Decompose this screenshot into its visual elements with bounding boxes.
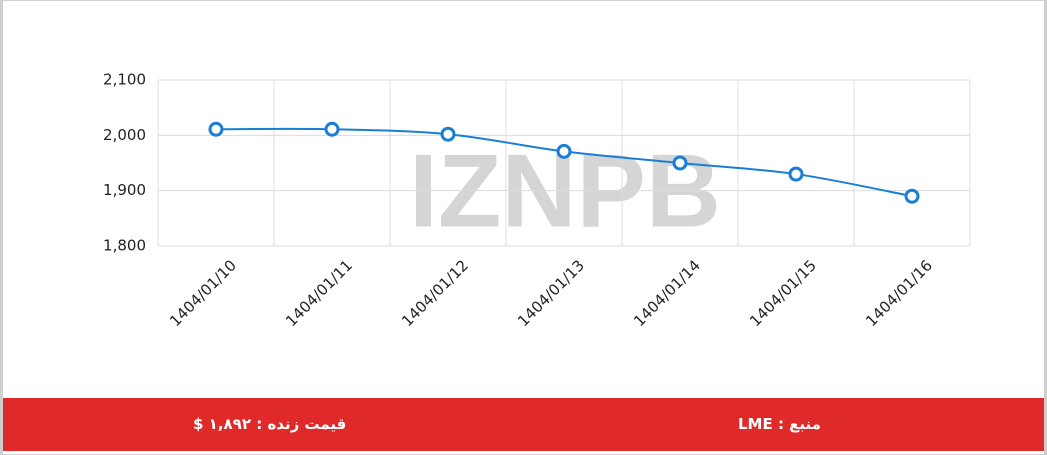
x-tick-label: 1404/01/16 <box>862 256 936 330</box>
source: منبع : LME <box>738 415 821 433</box>
x-tick-label: 1404/01/13 <box>514 256 588 330</box>
y-tick-label: 1,800 <box>103 237 146 255</box>
point <box>904 188 920 204</box>
y-tick-label: 1,900 <box>103 181 146 199</box>
point <box>324 121 340 137</box>
x-tick-label: 1404/01/12 <box>398 256 472 330</box>
y-tick-label: 2,000 <box>103 126 146 144</box>
y-tick-label: 2,100 <box>103 71 146 89</box>
point <box>208 121 224 137</box>
point <box>556 143 572 159</box>
point <box>788 166 804 182</box>
x-tick-label: 1404/01/15 <box>746 256 820 330</box>
point <box>440 126 456 142</box>
x-tick-label: 1404/01/14 <box>630 256 704 330</box>
x-tick-label: 1404/01/11 <box>282 256 356 330</box>
live-price: قیمت زنده : ۱,۸۹۲ $ <box>193 415 347 433</box>
footer-bar: قیمت زنده : ۱,۸۹۲ $ منبع : LME <box>3 398 1044 451</box>
x-tick-label: 1404/01/10 <box>166 256 240 330</box>
point <box>672 155 688 171</box>
